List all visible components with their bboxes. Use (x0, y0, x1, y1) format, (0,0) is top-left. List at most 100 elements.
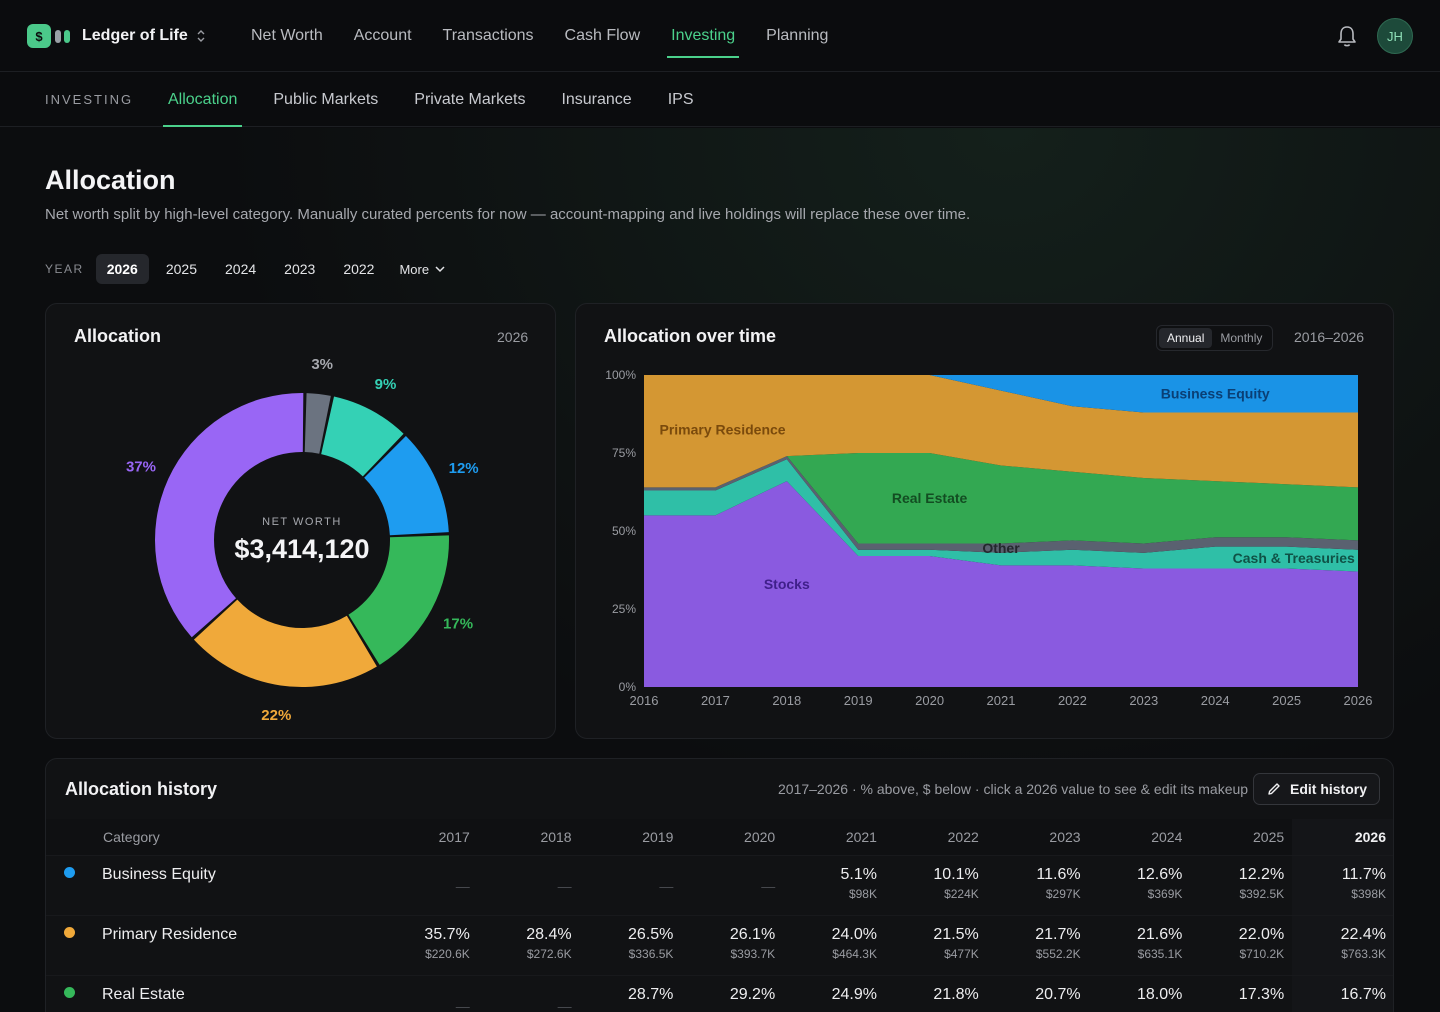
year-header-2026: 2026 (1292, 819, 1393, 855)
dollar-value: $635.1K (1137, 946, 1183, 961)
percent-value: 17.3% (1238, 985, 1285, 1003)
nav-investing[interactable]: Investing (667, 0, 740, 72)
x-tick-label: 2016 (630, 693, 659, 708)
donut-percent-label: 9% (375, 376, 397, 393)
value-cell-2021: 5.1% $98K (783, 854, 885, 915)
section-label: INVESTING (45, 92, 134, 107)
percent-value: 12.2% (1238, 865, 1285, 883)
page-subtitle: Net worth split by high-level category. … (45, 206, 971, 223)
percent-value: 35.7% (424, 925, 470, 943)
dollar-value: $392.5K (1239, 886, 1285, 901)
area-series-other[interactable] (644, 456, 1358, 553)
history-header-row: Category 2017 2018 2019 2020 2021 2022 2023 202… (46, 819, 1393, 855)
brand-name: Ledger of Life (82, 27, 188, 44)
value-cell-2023: 21.7% $552.2K (986, 914, 1089, 975)
brand-dots-icon (55, 29, 70, 43)
percent-value: 10.1% (933, 865, 979, 883)
category-color-dot (64, 866, 75, 878)
user-avatar[interactable]: JH (1377, 18, 1413, 54)
category-name: Real Estate (102, 985, 185, 1003)
category-color-dot (64, 926, 75, 938)
percent-value: 16.7% (1340, 985, 1386, 1003)
empty-dash: — (761, 877, 776, 894)
allocation-area-chart: 0% 25% 50% 75% 100% 2016 2017 2018 2019 2020 2021… (605, 368, 1372, 708)
tab-insurance[interactable]: Insurance (561, 90, 632, 108)
page-title: Allocation (45, 165, 176, 195)
donut-slice-cash-treasuries[interactable] (321, 396, 404, 477)
value-cell-2026[interactable]: 22.4% $763.3K (1292, 914, 1393, 975)
brand-switcher[interactable]: $ Ledger of Life (27, 24, 206, 48)
area-series-cash-treasuries[interactable] (644, 459, 1358, 572)
donut-percent-label: 22% (261, 707, 291, 724)
table-row: Primary Residence 35.7% $220.6K 28.4% $272.6… (46, 914, 1393, 975)
donut-percent-label: 17% (443, 615, 473, 632)
x-tick-label: 2020 (915, 693, 944, 708)
area-series-business-equity[interactable] (644, 375, 1358, 413)
category-cell: Business Equity (46, 854, 376, 915)
percent-value: 11.6% (1036, 865, 1081, 883)
allocation-card-year: 2026 (497, 329, 529, 345)
nav-account[interactable]: Account (353, 27, 412, 44)
series-label: Real Estate (892, 490, 968, 506)
x-tick-label: 2017 (701, 693, 730, 708)
area-series-primary-residence[interactable] (644, 375, 1358, 488)
area-series-real-estate[interactable] (644, 453, 1358, 544)
percent-value: 22.4% (1340, 925, 1386, 943)
dollar-value: $224K (944, 886, 979, 901)
edit-history-button[interactable]: Edit history (1253, 773, 1381, 805)
year-header-2020: 2020 (681, 819, 784, 855)
value-cell-2021: 24.0% $464.3K (783, 914, 885, 975)
donut-slice-primary-residence[interactable] (193, 599, 377, 687)
more-years-dropdown[interactable]: More (399, 262, 445, 277)
year-2024[interactable]: 2024 (225, 261, 257, 277)
nav-net-worth[interactable]: Net Worth (251, 27, 323, 44)
year-2023[interactable]: 2023 (284, 261, 316, 277)
value-cell-2020: — (681, 854, 784, 915)
history-table: Category 2017 2018 2019 2020 2021 2022 2023 202… (46, 819, 1393, 1012)
value-cell-2026[interactable]: 16.7% (1292, 974, 1393, 1012)
more-label: More (399, 261, 430, 277)
donut-slice-other[interactable] (304, 393, 331, 454)
year-2022[interactable]: 2022 (343, 261, 375, 277)
empty-dash: — (659, 877, 674, 894)
bell-icon[interactable] (1336, 24, 1358, 48)
x-tick-label: 2018 (772, 693, 801, 708)
tab-private-markets[interactable]: Private Markets (414, 90, 526, 108)
allocation-history-card: Allocation history 2017–2026 · % above, … (45, 758, 1394, 1012)
year-header-2023: 2023 (986, 819, 1089, 855)
donut-slice-real-estate[interactable] (348, 535, 449, 665)
pencil-icon (1268, 783, 1280, 795)
donut-slice-business-equity[interactable] (364, 436, 449, 536)
percent-value: 11.7% (1341, 865, 1386, 883)
toggle-monthly[interactable]: Monthly (1220, 331, 1263, 345)
percent-value: 18.0% (1137, 985, 1183, 1003)
toggle-annual[interactable]: Annual (1159, 328, 1213, 348)
nav-planning[interactable]: Planning (766, 27, 829, 44)
tab-public-markets[interactable]: Public Markets (273, 90, 379, 108)
empty-dash: — (557, 997, 572, 1012)
table-row: Real Estate — — 28.7% 29.2% 24.9% 21.8% 20.7% 18… (46, 974, 1393, 1012)
series-label: Cash & Treasuries (1233, 550, 1355, 566)
allocation-donut-chart: 3% 9% 12% 17% 22% 37% NET WORTH $3,414,120 (126, 356, 479, 724)
percent-value: 20.7% (1035, 985, 1081, 1003)
dollar-value: $98K (848, 886, 877, 901)
donut-slice-stocks[interactable] (154, 393, 304, 638)
tab-allocation[interactable]: Allocation (162, 72, 243, 127)
dollar-value: $393.7K (730, 946, 776, 961)
value-cell-2024: 12.6% $369K (1088, 854, 1191, 915)
year-2026[interactable]: 2026 (95, 254, 149, 284)
category-color-dot (64, 986, 75, 998)
dollar-value: $369K (1147, 886, 1183, 901)
value-cell-2025: 17.3% (1190, 974, 1293, 1012)
value-cell-2020: 29.2% (681, 974, 784, 1012)
value-cell-2026[interactable]: 11.7% $398K (1292, 854, 1393, 915)
category-name: Business Equity (102, 865, 216, 883)
year-2025[interactable]: 2025 (165, 261, 197, 277)
dollar-value: $552.2K (1035, 946, 1081, 961)
area-series-stocks[interactable] (644, 481, 1358, 687)
dollar-value: $272.6K (526, 946, 572, 961)
nav-cash-flow[interactable]: Cash Flow (564, 27, 641, 44)
nav-transactions[interactable]: Transactions (442, 27, 534, 44)
tab-ips[interactable]: IPS (667, 90, 694, 108)
table-row: Business Equity — — — — 5.1% $98K 10.1% $224K 11.… (46, 854, 1393, 915)
